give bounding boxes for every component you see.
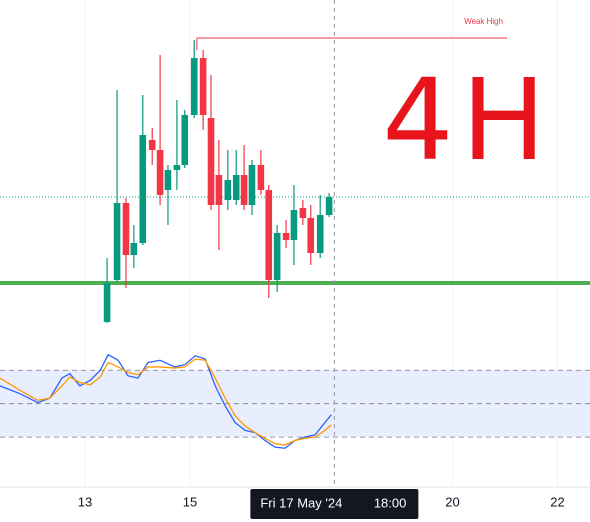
x-tick-label: 20 xyxy=(445,494,459,509)
candle-body xyxy=(316,215,324,253)
candle-body xyxy=(103,283,111,322)
candle-body xyxy=(207,118,215,205)
candle-body xyxy=(265,190,273,280)
candle-body xyxy=(215,175,223,205)
candle-body xyxy=(156,150,164,195)
stoch-band xyxy=(0,370,590,438)
candle-body xyxy=(240,175,248,205)
stoch-line xyxy=(0,358,332,446)
candle-body xyxy=(325,197,333,215)
stoch-line xyxy=(0,353,332,449)
x-tick-label: 22 xyxy=(550,494,564,509)
crosshair-label-box xyxy=(250,489,419,519)
candle-body xyxy=(181,115,189,165)
x-tick-label: 13 xyxy=(78,494,92,509)
candle-body xyxy=(148,140,156,150)
candle-body xyxy=(307,218,315,253)
annotation-4h: 4H xyxy=(382,56,553,186)
candle-body xyxy=(139,135,147,243)
candle-body xyxy=(122,203,130,255)
candle-body xyxy=(282,233,290,240)
weak-high-label: Weak High xyxy=(464,17,503,26)
candle-body xyxy=(290,210,298,240)
crosshair-date: Fri 17 May '24 xyxy=(260,495,342,510)
candle-body xyxy=(248,165,256,205)
candle-body xyxy=(113,203,121,280)
crosshair-time: 18:00 xyxy=(374,495,407,510)
x-tick-label: 15 xyxy=(183,494,197,509)
candle-body xyxy=(199,58,207,115)
candle-body xyxy=(299,208,307,218)
candle-body xyxy=(224,180,232,200)
candle-body xyxy=(130,243,138,255)
candle-body xyxy=(257,165,265,190)
candle-body xyxy=(273,233,281,280)
candle-body xyxy=(232,175,240,200)
candle-body xyxy=(173,165,181,170)
candle-body xyxy=(190,58,198,115)
candle-body xyxy=(164,170,172,190)
